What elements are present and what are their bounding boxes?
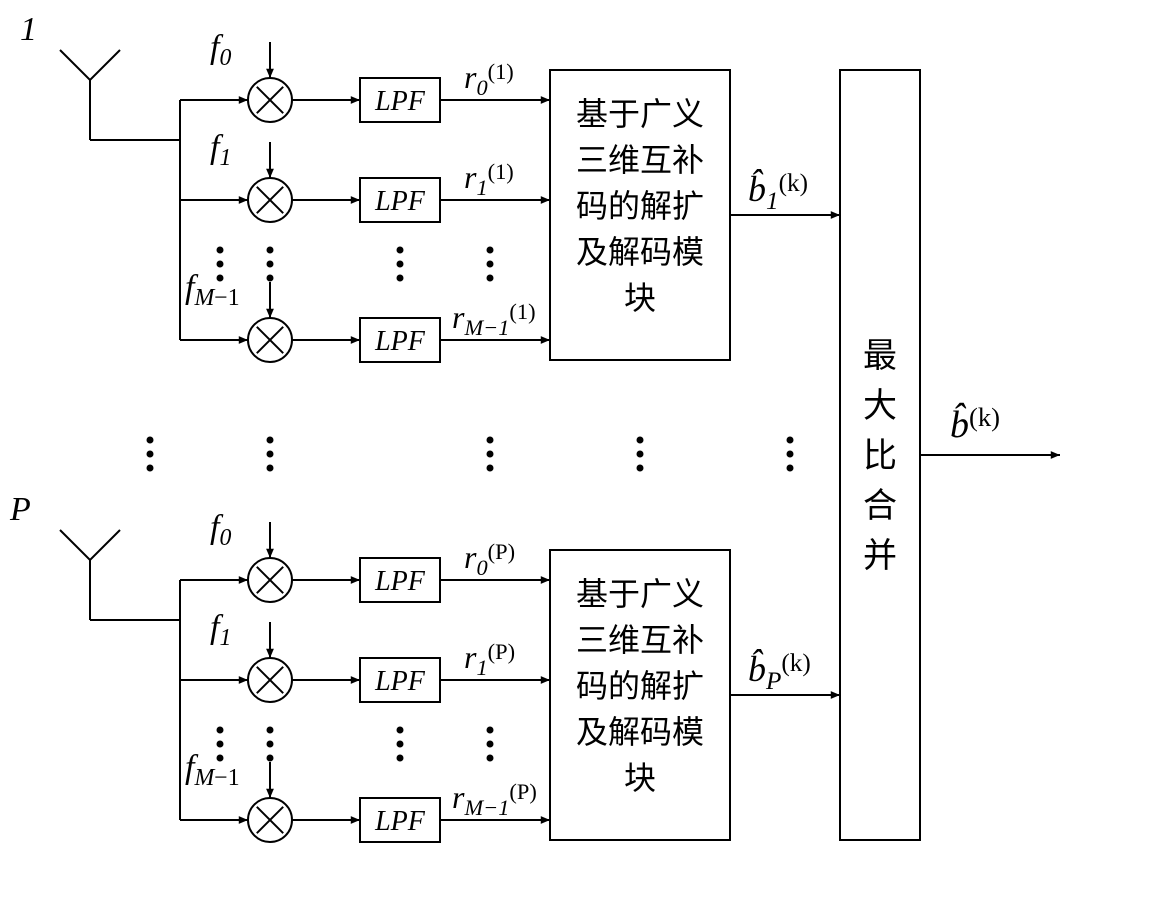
svg-text:b̂(k): b̂(k) — [950, 402, 1000, 446]
svg-text:1: 1 — [20, 11, 37, 48]
svg-text:r0(1): r0(1) — [464, 59, 514, 100]
svg-text:码的解扩: 码的解扩 — [576, 188, 704, 224]
svg-text:r0(P): r0(P) — [464, 539, 515, 580]
svg-text:合: 合 — [863, 487, 897, 525]
svg-text:三维互补: 三维互补 — [576, 622, 704, 658]
svg-text:LPF: LPF — [374, 86, 426, 117]
svg-text:rM−1(1): rM−1(1) — [452, 299, 536, 340]
svg-text:最: 最 — [863, 338, 897, 375]
svg-text:块: 块 — [624, 280, 656, 316]
svg-text:f1: f1 — [210, 129, 231, 171]
svg-text:比: 比 — [863, 438, 897, 475]
svg-text:r1(1): r1(1) — [464, 159, 514, 200]
svg-text:b̂1(k): b̂1(k) — [748, 168, 808, 215]
svg-text:及解码模: 及解码模 — [576, 234, 704, 270]
svg-text:及解码模: 及解码模 — [576, 714, 704, 750]
block-diagram: 1f0LPFr0(1)f1LPFr1(1)fM−1LPFrM−1(1)基于广义三… — [0, 0, 1152, 902]
svg-text:fM−1: fM−1 — [185, 269, 240, 311]
svg-text:rM−1(P): rM−1(P) — [452, 779, 537, 820]
antenna-group-P: Pf0 LPF r0(P) f1 LPF r1(P) fM−1 LPF rM−1(P) 基于广义三… — [9, 491, 840, 842]
antenna-group-1: 1 f0 LPF r0(1) f1 LPF r1(1) fM−1 LPF rM−1(1) 基于广义三… — [20, 11, 840, 362]
svg-text:fM−1: fM−1 — [185, 749, 240, 791]
svg-text:码的解扩: 码的解扩 — [576, 668, 704, 704]
svg-text:LPF: LPF — [374, 186, 426, 217]
svg-text:三维互补: 三维互补 — [576, 142, 704, 178]
svg-text:基于广义: 基于广义 — [576, 576, 704, 612]
svg-text:LPF: LPF — [374, 326, 426, 357]
svg-text:P: P — [9, 491, 31, 528]
svg-text:大: 大 — [863, 387, 897, 425]
svg-text:基于广义: 基于广义 — [576, 96, 704, 132]
svg-text:块: 块 — [624, 760, 656, 796]
svg-text:b̂P(k): b̂P(k) — [748, 648, 811, 695]
svg-text:r1(P): r1(P) — [464, 639, 515, 680]
svg-text:f0: f0 — [210, 509, 231, 551]
svg-text:f0: f0 — [210, 29, 231, 71]
svg-text:f1: f1 — [210, 609, 231, 651]
svg-text:并: 并 — [863, 537, 897, 575]
svg-text:LPF: LPF — [374, 566, 426, 597]
svg-text:LPF: LPF — [374, 806, 426, 837]
svg-text:LPF: LPF — [374, 666, 426, 697]
